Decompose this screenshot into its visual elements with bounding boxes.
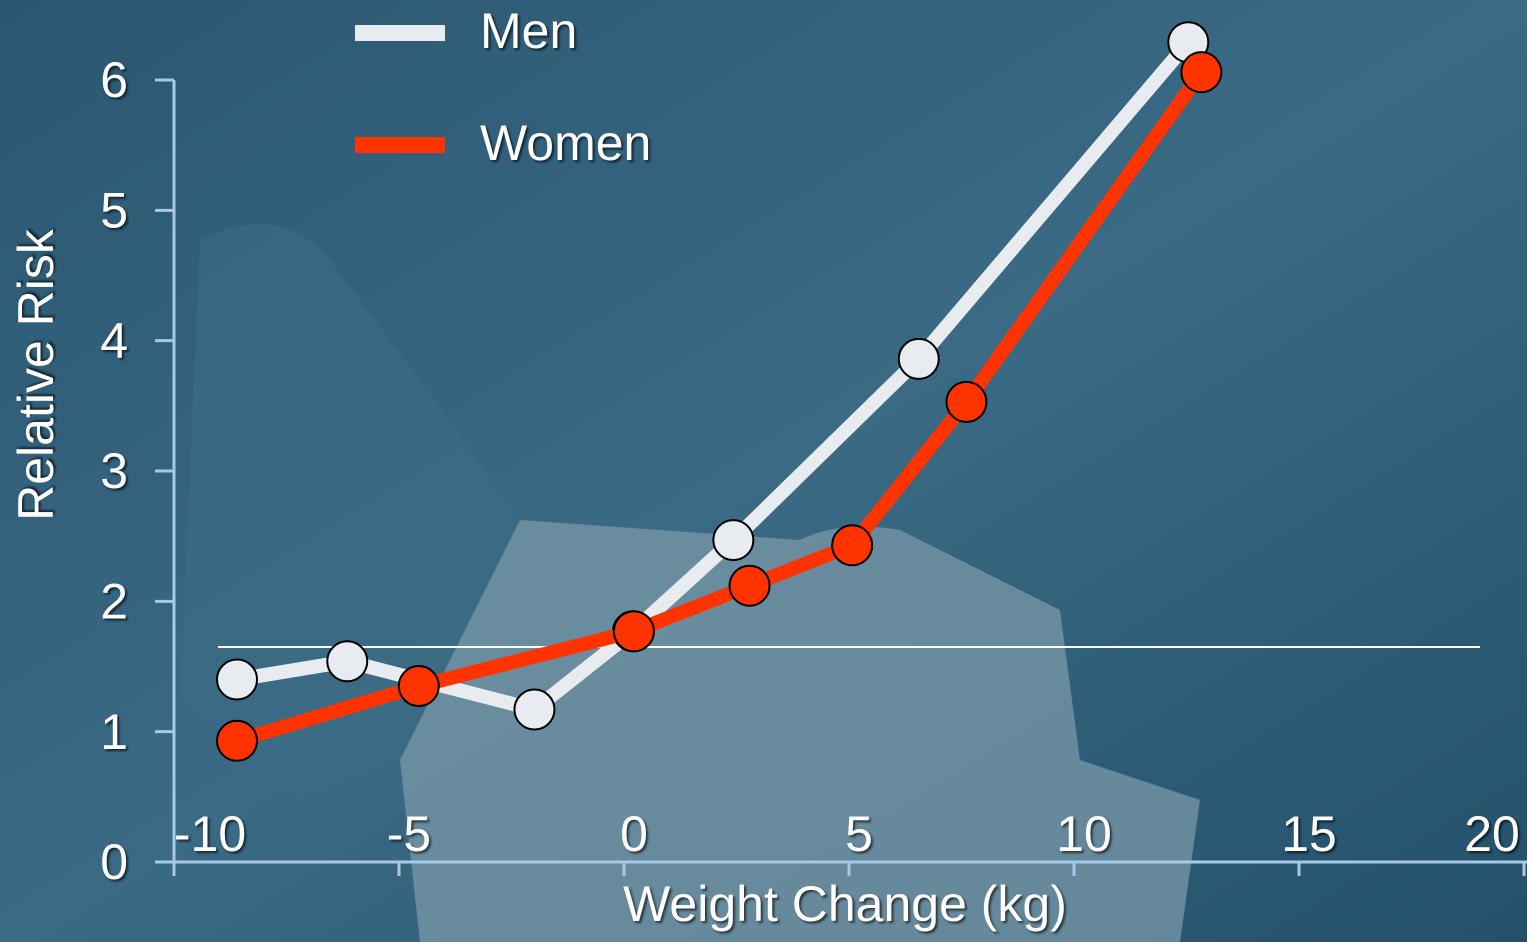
data-point [612,610,655,653]
data-point [216,658,258,701]
x-axis-title: Weight Change (kg) [623,876,1067,932]
y-tick-label: 1 [100,704,128,760]
legend-label: Men [480,3,577,59]
data-point [216,719,258,762]
data-point [397,665,440,708]
x-tick-label: 0 [620,806,648,862]
data-point [1180,51,1223,94]
x-tick-label: -10 [174,806,246,862]
data-point [513,688,556,731]
data-point [728,564,771,607]
x-tick-label: -5 [387,806,431,862]
x-tick-label: 20 [1464,806,1520,862]
y-tick-label: 2 [100,574,128,630]
data-point [897,337,940,380]
data-point [712,519,755,562]
y-tick-label: 6 [100,52,128,108]
legend-label: Women [480,115,651,171]
y-axis-title: Relative Risk [8,228,64,521]
y-tick-label: 4 [100,313,128,369]
data-point [326,640,369,683]
y-tick-label: 0 [100,834,128,890]
puzzle-piece [400,520,1200,942]
data-point [831,524,874,567]
y-tick-label: 3 [100,443,128,499]
x-tick-label: 15 [1281,806,1337,862]
data-point [945,380,988,423]
x-tick-label: 5 [845,806,873,862]
puzzle-piece [180,224,520,800]
y-tick-label: 5 [100,183,128,239]
x-tick-label: 10 [1056,806,1112,862]
